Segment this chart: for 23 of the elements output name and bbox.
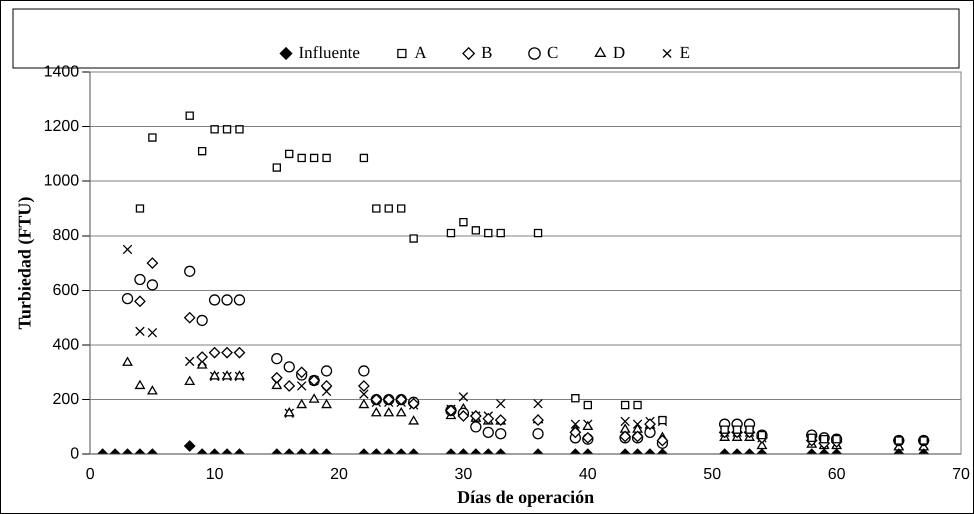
- legend-label: C: [546, 42, 558, 62]
- y-tick-label: 1200: [44, 118, 80, 136]
- x-tick-label: 30: [454, 466, 472, 484]
- x-tick-label: 20: [330, 466, 348, 484]
- y-tick-label: 600: [52, 282, 80, 299]
- x-tick-label: 10: [206, 466, 224, 484]
- x-tick-label: 70: [952, 466, 970, 484]
- y-axis-title: Turbiedad (FTU): [14, 196, 34, 330]
- legend-label: B: [481, 42, 492, 62]
- legend-label: D: [612, 42, 626, 62]
- y-tick-label: 0: [70, 446, 80, 463]
- legend-label: Influente: [298, 42, 360, 62]
- legend-label: A: [414, 42, 428, 62]
- x-tick-label: 0: [86, 466, 95, 484]
- y-tick-label: 800: [52, 227, 80, 244]
- y-tick-label: 200: [52, 391, 80, 408]
- x-tick-label: 40: [578, 466, 597, 484]
- x-tick-label: 50: [703, 466, 722, 484]
- x-axis-title: Días de operación: [457, 486, 594, 507]
- y-tick-label: 400: [52, 336, 80, 354]
- legend-label: E: [680, 42, 690, 62]
- y-tick-label: 1000: [44, 172, 80, 190]
- x-tick-label: 60: [828, 466, 846, 484]
